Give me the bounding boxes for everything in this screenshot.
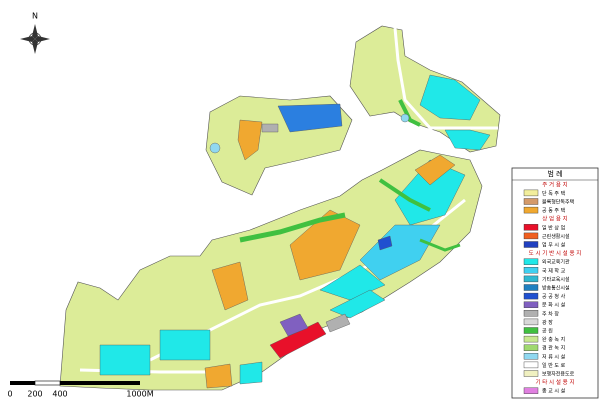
legend-label: 일 반 상 업 <box>542 224 565 231</box>
legend-swatch <box>523 387 539 394</box>
legend-group: 도 시 기 반 시 설 용 지 <box>529 249 582 257</box>
legend-label: 저 류 시 설 <box>542 353 566 360</box>
legend-box <box>511 167 599 399</box>
legend-swatch <box>523 267 539 274</box>
legend-label: 보행자전용도로 <box>542 371 575 378</box>
legend-swatch <box>523 344 539 351</box>
legend-swatch <box>523 370 539 377</box>
legend-swatch <box>523 310 539 317</box>
legend-swatch <box>523 232 539 240</box>
legend-label: 공 원 <box>542 328 553 335</box>
legend-swatch <box>523 198 539 205</box>
land-use-blocks <box>99 74 491 389</box>
legend-label: 방송통신시설 <box>542 285 570 292</box>
legend-label: 일 반 도 로 <box>542 362 566 369</box>
legend-label: 외국교육기관 <box>542 259 570 266</box>
legend-label: 업 무 시 설 <box>542 242 566 249</box>
legend-group: 주 거 용 지 <box>542 180 568 188</box>
scale-label: 400 <box>52 390 67 399</box>
legend-group: 상 업 용 지 <box>542 215 568 223</box>
legend-swatch <box>523 284 539 291</box>
legend-label: 기타교육시설 <box>542 276 570 283</box>
legend-group: 기 타 시 설 용 지 <box>535 378 574 386</box>
legend-label: 근린생활시설 <box>542 233 570 240</box>
legend-label: 단 독 주 택 <box>542 190 566 197</box>
scale-label: 0 <box>7 390 12 399</box>
legend-swatch <box>523 224 539 231</box>
legend-label: 주 차 장 <box>542 310 559 317</box>
north-arrow: N <box>20 12 50 54</box>
legend-swatch <box>523 335 539 343</box>
legend-swatch <box>523 327 539 334</box>
legend-swatch <box>523 206 539 214</box>
legend-swatch <box>523 353 539 360</box>
legend-label: 완 충 녹 지 <box>542 336 565 343</box>
legend-swatch <box>523 292 539 300</box>
legend-swatch <box>523 275 539 283</box>
scale-labels: 0 200 400 1000M <box>7 390 153 399</box>
scale-bar <box>10 380 140 386</box>
legend-label: 종 교 시 설 <box>542 388 566 395</box>
scale-label: 1000M <box>126 390 153 399</box>
legend-label: 문 화 시 설 <box>542 302 566 309</box>
legend-label: 국 제 학 교 <box>542 267 566 274</box>
legend-swatch <box>523 258 539 265</box>
legend-label: 블록형단독주택 <box>542 199 575 206</box>
legend-label: 공 공 청 사 <box>542 293 566 300</box>
legend-swatch <box>523 241 539 248</box>
legend-label: 경 관 녹 지 <box>542 345 565 352</box>
north-label: N <box>32 12 38 21</box>
legend-swatch <box>523 301 539 308</box>
legend-title: 범 례 <box>547 169 562 178</box>
legend-label: 공 동 주 택 <box>542 207 566 214</box>
legend-label: 광 장 <box>542 319 553 326</box>
legend-swatch <box>523 361 539 369</box>
legend-swatch <box>523 189 539 197</box>
legend-swatch <box>523 318 539 326</box>
scale-label: 200 <box>27 390 42 399</box>
